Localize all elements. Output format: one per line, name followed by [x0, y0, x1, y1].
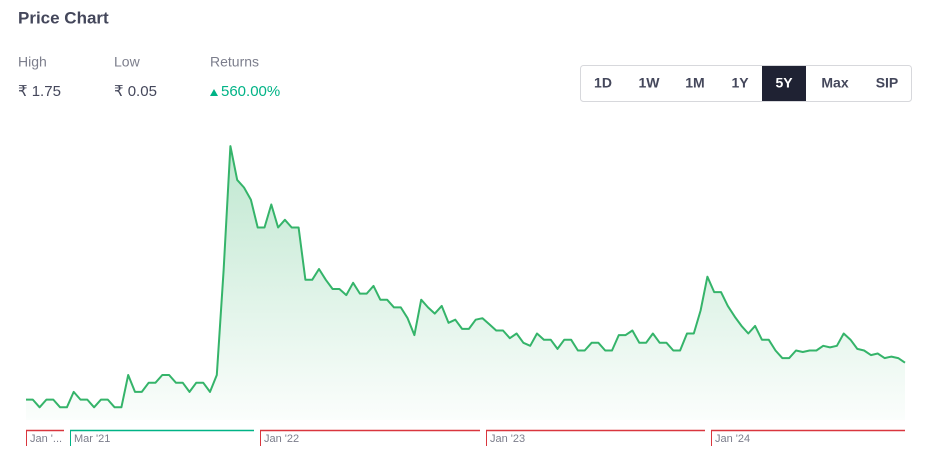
- range-button[interactable]: 1D: [594, 75, 612, 91]
- stat-label: High: [18, 54, 47, 70]
- range-button[interactable]: 1Y: [731, 75, 749, 91]
- period-label: Mar '21: [74, 433, 110, 445]
- period-label: Jan '...: [30, 433, 62, 445]
- range-button[interactable]: Max: [821, 75, 848, 91]
- stat-label: Low: [114, 54, 141, 70]
- active-button-bg: [762, 66, 806, 101]
- stat-value: ₹ 1.75: [18, 83, 61, 100]
- range-button[interactable]: 5Y: [775, 75, 793, 91]
- range-button[interactable]: 1W: [639, 75, 661, 91]
- stat-label: Returns: [210, 54, 259, 70]
- period-label: Jan '24: [715, 433, 750, 445]
- range-button[interactable]: 1M: [685, 75, 704, 91]
- price-line: [26, 145, 906, 409]
- period-label: Jan '23: [490, 433, 525, 445]
- period-label: Jan '22: [264, 433, 299, 445]
- chart-title: Price Chart: [18, 8, 109, 27]
- price-area: [26, 146, 905, 420]
- range-selector: [580, 65, 912, 102]
- up-arrow-icon: [210, 89, 218, 96]
- range-button[interactable]: SIP: [876, 75, 899, 91]
- stat-value: ₹ 0.05: [114, 83, 157, 100]
- stat-value: 560.00%: [221, 83, 280, 100]
